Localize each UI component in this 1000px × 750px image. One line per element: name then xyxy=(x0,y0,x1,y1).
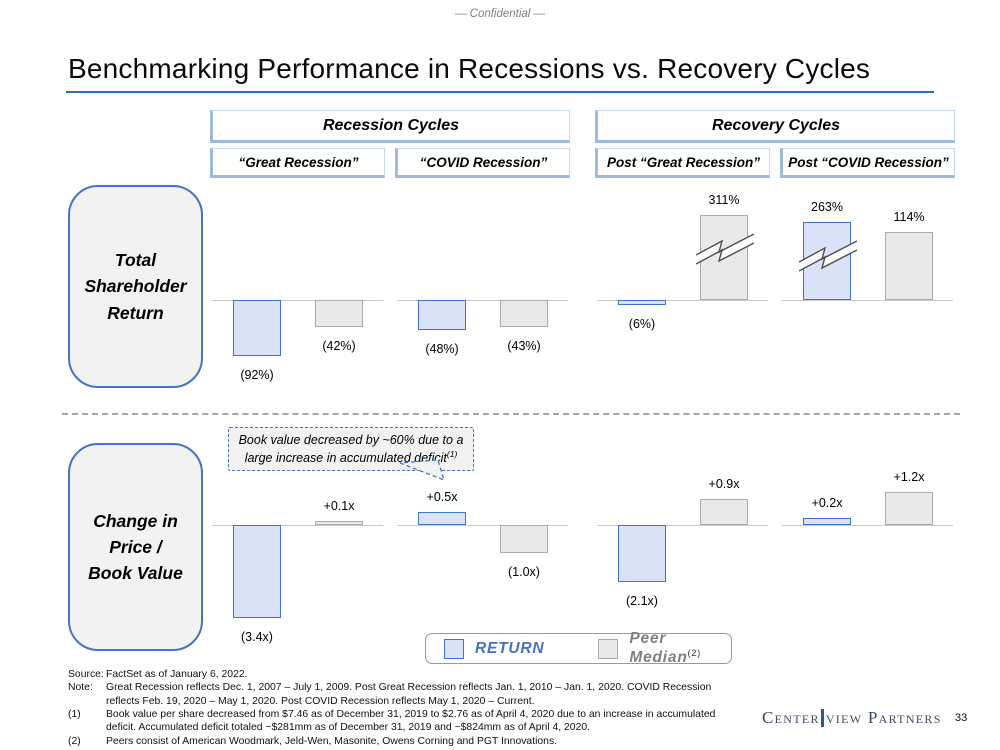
column-header-post-covid-recession: Post “COVID Recession” xyxy=(780,148,955,178)
title-underline xyxy=(66,91,934,93)
legend-label-return: RETURN xyxy=(475,639,545,657)
axis-line xyxy=(782,300,953,301)
bar-peer-median xyxy=(885,492,933,525)
section-divider-dashed xyxy=(62,413,960,415)
bar-value-label: +0.1x xyxy=(323,499,355,513)
axis-line xyxy=(397,300,568,301)
column-header-post-great-recession: Post “Great Recession” xyxy=(595,148,770,178)
footnotes: Source: FactSet as of January 6, 2022. N… xyxy=(68,668,728,748)
axis-line xyxy=(212,300,383,301)
callout-tail-icon xyxy=(399,459,446,482)
chart-change-in-price-book-value-post-covid-recession: +0.2x +1.2x xyxy=(780,460,955,636)
column-header-great-recession: “Great Recession” xyxy=(210,148,385,178)
bar-value-label: +1.2x xyxy=(893,470,925,484)
logo-text-left: Center xyxy=(762,708,820,727)
callout-text: Book value decreased by ~60% due to a la… xyxy=(238,433,464,465)
bar-peer-median xyxy=(700,499,748,525)
footnote-label: (2) xyxy=(68,735,81,747)
logo-text-right: view Partners xyxy=(825,708,942,727)
bar-peer-median xyxy=(315,521,363,525)
column-header-covid-recession: “COVID Recession” xyxy=(395,148,570,178)
footnote-note: Note: Great Recession reflects Dec. 1, 2… xyxy=(68,681,728,708)
bar-value-label: (1.0x) xyxy=(508,565,540,579)
chart-total-shareholder-return-post-covid-recession: 263% 114% xyxy=(780,180,955,392)
legend-swatch-peer xyxy=(598,638,619,659)
bar-value-label: 311% xyxy=(708,193,740,207)
bar-value-label: (2.1x) xyxy=(626,594,658,608)
footnote-text: FactSet as of January 6, 2022. xyxy=(106,669,248,680)
bar-return xyxy=(799,222,857,300)
bar-value-label: +0.9x xyxy=(708,477,740,491)
legend-label-peer: Peer Median(2) xyxy=(629,630,731,667)
callout-superscript: (1) xyxy=(446,448,458,459)
bar-value-label: 114% xyxy=(893,210,925,224)
bar-value-label: (43%) xyxy=(507,339,541,353)
axis-break-icon xyxy=(696,233,754,265)
footnote-source: Source: FactSet as of January 6, 2022. xyxy=(68,668,728,681)
bar-value-label: (3.4x) xyxy=(241,630,273,644)
bar-value-label: (48%) xyxy=(425,342,459,356)
metric-line: Shareholder xyxy=(84,276,187,297)
bar-return xyxy=(618,525,666,582)
footnote-text: Great Recession reflects Dec. 1, 2007 – … xyxy=(106,682,712,707)
bar-return xyxy=(233,525,281,618)
footnote-2: (2) Peers consist of American Woodmark, … xyxy=(68,735,728,748)
bar-return xyxy=(803,518,851,525)
axis-break-icon xyxy=(799,240,857,272)
metric-line: Total xyxy=(114,250,157,271)
metric-line: Book Value xyxy=(88,563,183,584)
axis-line xyxy=(397,525,568,526)
chart-total-shareholder-return-great-recession: (92%) (42%) xyxy=(210,180,385,392)
metric-box-total-shareholder-return: Total Shareholder Return xyxy=(68,185,203,388)
bar-return xyxy=(233,300,281,356)
chart-total-shareholder-return-post-great-recession: (6%) 311% xyxy=(595,180,770,392)
footnote-1: (1) Book value per share decreased from … xyxy=(68,708,728,735)
footnote-text: Book value per share decreased from $7.4… xyxy=(106,708,716,734)
group-header-recession-cycles: Recession Cycles xyxy=(210,110,570,143)
bar-peer-median xyxy=(885,232,933,300)
bar-return xyxy=(418,512,466,525)
footnote-text: Peers consist of American Woodmark, Jeld… xyxy=(106,735,558,747)
metric-line: Price / xyxy=(109,536,162,557)
legend-peer-superscript: (2) xyxy=(687,647,701,658)
group-header-recovery-cycles: Recovery Cycles xyxy=(595,110,955,143)
legend-peer-text: Peer Median xyxy=(629,629,688,667)
legend-box: RETURN Peer Median(2) xyxy=(425,630,732,667)
logo-divider-bar xyxy=(820,709,824,727)
chart-change-in-price-book-value-covid-recession: +0.5x (1.0x) xyxy=(395,460,570,636)
confidential-label: — Confidential — xyxy=(454,8,546,20)
metric-line: Change in xyxy=(93,510,178,531)
bar-peer-median xyxy=(315,300,363,327)
chart-change-in-price-book-value-post-great-recession: (2.1x) +0.9x xyxy=(595,460,770,636)
legend-swatch-return xyxy=(444,638,464,659)
bar-peer-median xyxy=(500,525,548,553)
footnote-label: (1) xyxy=(68,708,81,720)
bar-value-label: (92%) xyxy=(240,368,274,382)
bar-value-label: 263% xyxy=(811,200,843,214)
bar-value-label: +0.5x xyxy=(426,490,458,504)
footnote-label: Note: xyxy=(68,682,93,694)
bar-value-label: +0.2x xyxy=(811,496,843,510)
axis-line xyxy=(597,300,768,301)
bar-return xyxy=(618,300,666,305)
chart-change-in-price-book-value-great-recession: (3.4x) +0.1x xyxy=(210,460,385,644)
footnote-label: Source: xyxy=(68,669,104,680)
chart-total-shareholder-return-covid-recession: (48%) (43%) xyxy=(395,180,570,392)
page-title: Benchmarking Performance in Recessions v… xyxy=(68,53,871,84)
bar-return xyxy=(418,300,466,330)
bar-peer-median xyxy=(500,300,548,327)
metric-line: Return xyxy=(107,302,164,323)
axis-line xyxy=(212,525,383,526)
axis-line xyxy=(597,525,768,526)
page-number: 33 xyxy=(955,712,968,724)
bar-value-label: (6%) xyxy=(628,317,656,331)
centerview-partners-logo: Center view Partners xyxy=(762,708,942,728)
axis-line xyxy=(782,525,953,526)
metric-box-change-in-price-book-value: Change in Price / Book Value xyxy=(68,443,203,651)
bar-value-label: (42%) xyxy=(322,339,356,353)
bar-peer-median xyxy=(696,215,754,300)
